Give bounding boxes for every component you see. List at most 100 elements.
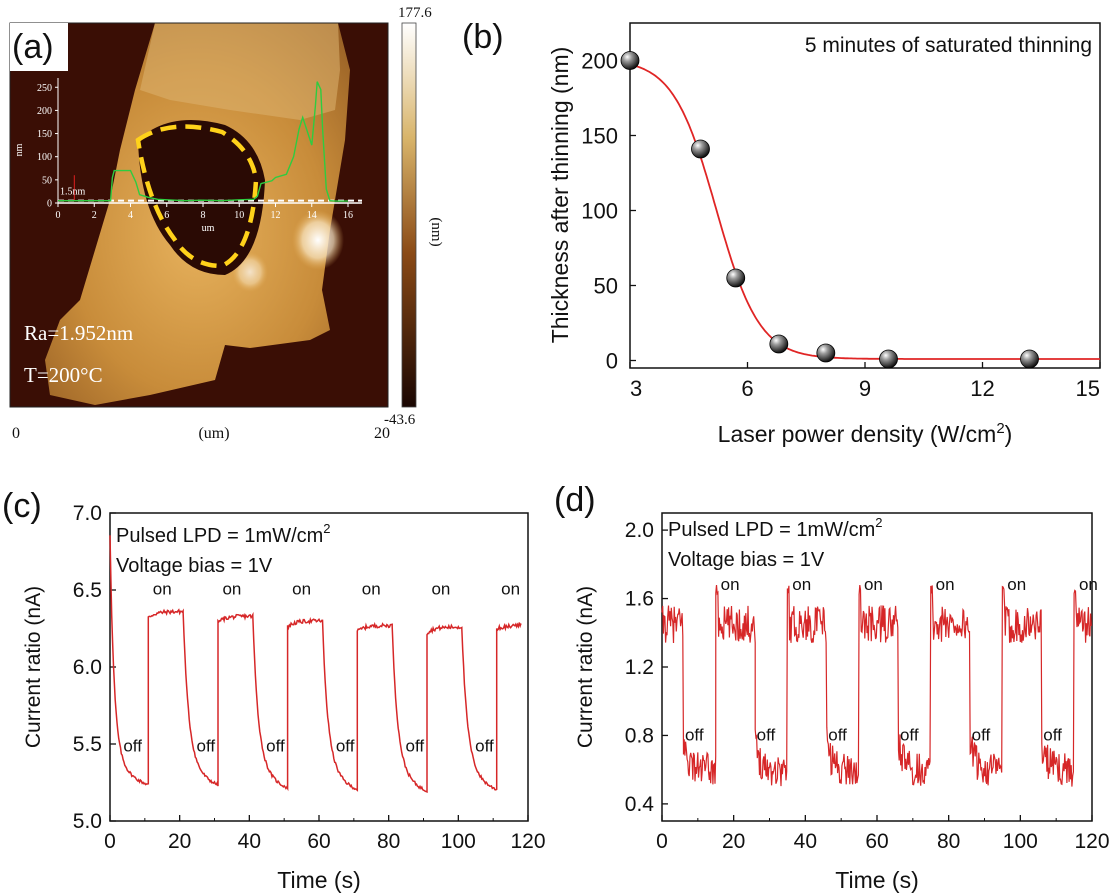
d-y-tick-label: 1.6 bbox=[625, 588, 654, 611]
afm-x-max: 20 bbox=[374, 425, 390, 442]
panel-b-label: (b) bbox=[462, 18, 504, 56]
panel-b-ylabel: Thickness after thinning (nm) bbox=[547, 47, 573, 344]
d-x-tick-label: 40 bbox=[794, 830, 817, 853]
d-y-tick-label: 0.8 bbox=[625, 724, 654, 747]
d-on-label: on bbox=[721, 575, 740, 594]
afm-x-unit: (um) bbox=[198, 425, 229, 442]
c-y-tick-label: 7.0 bbox=[73, 502, 102, 525]
b-y-tick-label: 100 bbox=[581, 199, 618, 224]
c-x-tick-label: 100 bbox=[441, 830, 476, 853]
inset-x-label: um bbox=[202, 223, 215, 234]
d-on-label: on bbox=[864, 575, 883, 594]
panel-d-xlabel: Time (s) bbox=[835, 867, 918, 893]
panel-d-marks: 0 20 40 60 80 100 120 0.4 0.8 1.2 1.6 2.0 on on on on on… bbox=[625, 519, 1110, 853]
c-off-label: off bbox=[405, 737, 424, 756]
panel-c-label: (c) bbox=[2, 487, 42, 525]
c-off-label: off bbox=[196, 737, 215, 756]
afm-roughness: Ra=1.952nm bbox=[24, 321, 133, 345]
afm-frame bbox=[9, 22, 389, 408]
panel-d-legend-1: Pulsed LPD = 1mW/cm2 bbox=[668, 515, 883, 541]
c-x-tick-label: 80 bbox=[377, 830, 400, 853]
panel-c-legend-1: Pulsed LPD = 1mW/cm2 bbox=[116, 521, 331, 547]
inset-y-tick-label: 100 bbox=[37, 152, 52, 163]
afm-flake-highlight bbox=[140, 23, 340, 120]
b-data-point bbox=[620, 51, 640, 70]
d-series-line bbox=[661, 584, 1092, 787]
colorbar bbox=[401, 22, 417, 408]
c-x-tick-label: 20 bbox=[168, 830, 191, 853]
inset-marker-label: 1.5nm bbox=[60, 187, 86, 198]
c-x-tick-label: 60 bbox=[307, 830, 330, 853]
d-off-label: off bbox=[685, 726, 704, 745]
c-x-tick-label: 120 bbox=[510, 830, 545, 853]
inset-x-tick-label: 6 bbox=[164, 210, 169, 221]
b-data-point bbox=[691, 139, 710, 159]
d-on-label: on bbox=[936, 575, 955, 594]
c-on-label: on bbox=[431, 580, 450, 599]
panel-d-label: (d) bbox=[554, 481, 596, 519]
c-y-tick-label: 6.0 bbox=[73, 656, 102, 679]
inset-x-tick-label: 16 bbox=[343, 210, 353, 221]
c-y-tick-label: 5.5 bbox=[73, 733, 102, 756]
inset-y-tick-label: 150 bbox=[37, 129, 52, 140]
d-on-label: on bbox=[1007, 575, 1026, 594]
panel-d-ylabel: Current ratio (nA) bbox=[574, 586, 597, 748]
b-y-tick-label: 200 bbox=[581, 49, 618, 74]
b-data-point bbox=[769, 334, 789, 354]
b-y-tick-label: 0 bbox=[606, 349, 618, 374]
c-on-label: on bbox=[292, 580, 311, 599]
panel-a: (a) 177.6 -43.6 (nm) 0 (um) 20 Ra=1.952n… bbox=[9, 5, 444, 442]
inset-x-tick-label: 2 bbox=[92, 210, 97, 221]
inset-x-tick-label: 10 bbox=[234, 210, 244, 221]
panel-b-plot-frame bbox=[629, 22, 1101, 369]
panel-c-marks: 0 20 40 60 80 100 120 5.0 5.5 6.0 6.5 7.0 on on on on on… bbox=[73, 502, 546, 853]
d-x-tick-label: 0 bbox=[656, 830, 668, 853]
d-y-tick-label: 1.2 bbox=[625, 656, 654, 679]
afm-profile-inset: 0 2 4 6 8 10 12 14 16 0 50 100 150 200 250 um nm 1.5nm bbox=[14, 78, 362, 234]
panel-b-annotation: 5 minutes of saturated thinning bbox=[805, 34, 1092, 57]
d-off-label: off bbox=[1043, 726, 1062, 745]
c-on-label: on bbox=[362, 580, 381, 599]
c-y-tick-label: 6.5 bbox=[73, 579, 102, 602]
c-on-label: on bbox=[153, 580, 172, 599]
inset-x-tick-label: 8 bbox=[201, 210, 206, 221]
inset-x-tick-label: 4 bbox=[128, 210, 133, 221]
c-x-tick-label: 0 bbox=[104, 830, 116, 853]
d-y-tick-label: 0.4 bbox=[625, 793, 655, 816]
d-off-label: off bbox=[757, 726, 776, 745]
c-x-tick-label: 40 bbox=[238, 830, 261, 853]
inset-y-tick-label: 200 bbox=[37, 106, 52, 117]
panel-c-legend-2: Voltage bias = 1V bbox=[116, 555, 273, 577]
b-data-point bbox=[726, 268, 746, 288]
d-off-label: off bbox=[900, 726, 919, 745]
d-x-tick-label: 20 bbox=[722, 830, 745, 853]
afm-frame-right bbox=[388, 23, 398, 407]
b-y-tick-label: 50 bbox=[594, 274, 618, 299]
b-x-tick-label: 15 bbox=[1076, 376, 1100, 401]
d-on-label: on bbox=[1079, 575, 1098, 594]
c-y-tick-label: 5.0 bbox=[73, 810, 102, 833]
panel-d: (d) Current ratio (nA) Time (s) Pulsed L… bbox=[554, 481, 1110, 893]
b-x-tick-label: 12 bbox=[970, 376, 994, 401]
b-x-tick-label: 9 bbox=[859, 376, 871, 401]
c-off-label: off bbox=[475, 737, 494, 756]
afm-bright-spot bbox=[292, 210, 344, 270]
inset-y-label: nm bbox=[14, 143, 25, 156]
b-y-tick-label: 150 bbox=[581, 124, 618, 149]
d-x-tick-label: 60 bbox=[865, 830, 888, 853]
c-off-label: off bbox=[266, 737, 285, 756]
panel-b-xlabel: Laser power density (W/cm2) bbox=[718, 420, 1013, 447]
inset-x-tick-label: 0 bbox=[56, 210, 61, 221]
inset-y-tick-label: 50 bbox=[42, 175, 52, 186]
panel-a-label-box bbox=[10, 23, 68, 71]
d-x-tick-label: 80 bbox=[937, 830, 960, 853]
b-x-tick-label: 3 bbox=[630, 376, 642, 401]
afm-temperature: T=200°C bbox=[24, 363, 103, 387]
d-off-label: off bbox=[972, 726, 991, 745]
c-on-label: on bbox=[501, 580, 520, 599]
afm-dashed-outline bbox=[135, 124, 259, 269]
inset-x-tick-label: 14 bbox=[307, 210, 317, 221]
panel-b: (b) 5 minutes of saturated thinning Thic… bbox=[462, 18, 1101, 447]
